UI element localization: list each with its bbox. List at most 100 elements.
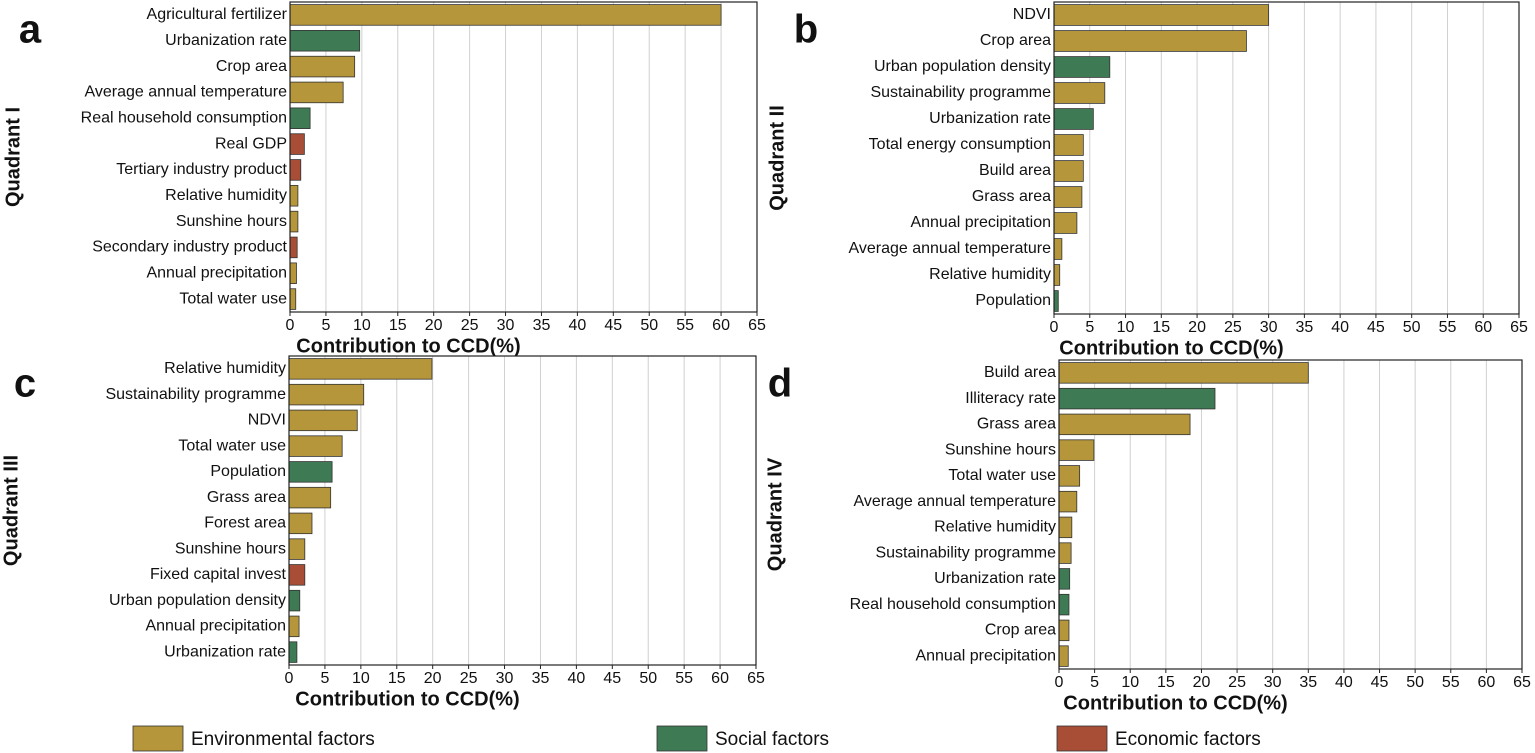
x-tick-label: 35 [532, 670, 550, 687]
y-tick-label: Illiteracy rate [965, 390, 1056, 407]
x-tick-label: 15 [1152, 319, 1170, 336]
bar [288, 409, 358, 432]
x-tick-label: 10 [1117, 319, 1135, 336]
bar [288, 589, 301, 612]
bar [289, 30, 361, 52]
y-axis-label: Quadrant II [766, 105, 788, 211]
bar [288, 564, 306, 586]
x-tick-label: 45 [1371, 674, 1389, 691]
x-tick-label: 50 [640, 317, 658, 334]
bar [1058, 619, 1070, 642]
x-tick-label: 5 [321, 317, 330, 334]
x-tick-label: 60 [712, 317, 730, 334]
x-tick-label: 30 [1264, 674, 1282, 691]
y-tick-label: Urban population density [109, 592, 286, 609]
x-tick-label: 20 [1193, 674, 1211, 691]
x-tick-label: 30 [496, 670, 514, 687]
bar [289, 185, 299, 207]
bar [288, 538, 306, 560]
panel-letter: a [19, 8, 42, 52]
bar [1053, 4, 1270, 26]
x-tick-label: 40 [1335, 674, 1353, 691]
x-tick-label: 5 [1085, 319, 1094, 336]
y-tick-label: Sustainability programme [870, 84, 1051, 101]
x-tick-label: 25 [1228, 674, 1246, 691]
x-tick-label: 55 [675, 670, 693, 687]
bar [1058, 542, 1072, 564]
x-tick-label: 0 [285, 670, 294, 687]
x-tick-label: 60 [1477, 674, 1495, 691]
x-tick-label: 25 [1224, 319, 1242, 336]
x-tick-label: 60 [1474, 319, 1492, 336]
y-tick-label: Real household consumption [81, 109, 287, 126]
bar [1058, 645, 1069, 667]
y-tick-label: Sunshine hours [175, 540, 286, 557]
y-tick-label: Urbanization rate [934, 570, 1056, 587]
y-tick-label: Crop area [985, 622, 1056, 639]
y-tick-label: Relative humidity [934, 519, 1056, 536]
bar [1058, 362, 1309, 384]
bar [289, 159, 302, 181]
y-tick-label: Total water use [179, 290, 287, 307]
bar [1053, 186, 1083, 208]
y-tick-label: Annual precipitation [915, 647, 1056, 664]
y-tick-label: Population [975, 292, 1051, 309]
x-tick-label: 5 [1090, 674, 1099, 691]
y-tick-label: Urbanization rate [164, 643, 286, 660]
y-tick-label: Sustainability programme [105, 386, 286, 403]
y-tick-label: Real household consumption [850, 596, 1056, 613]
legend-swatch [656, 725, 708, 752]
bar [289, 133, 305, 155]
x-tick-label: 0 [1055, 674, 1064, 691]
y-tick-label: Tertiary industry product [116, 161, 287, 178]
plot-frame [289, 1, 758, 313]
plot-frame [288, 355, 757, 666]
bar [1058, 490, 1078, 513]
y-tick-label: Grass area [207, 489, 286, 506]
x-tick-label: 10 [1121, 674, 1139, 691]
y-tick-label: Total water use [948, 467, 1056, 484]
x-tick-label: 10 [353, 317, 371, 334]
x-tick-label: 65 [747, 670, 765, 687]
y-tick-label: Real GDP [215, 135, 287, 152]
y-axis-label: Quadrant IV [764, 457, 786, 571]
bar [288, 512, 313, 535]
x-tick-label: 40 [567, 670, 585, 687]
x-tick-label: 0 [286, 317, 295, 334]
y-tick-label: Annual precipitation [145, 618, 286, 635]
legend-label: Social factors [715, 729, 829, 750]
x-tick-label: 55 [1442, 674, 1460, 691]
y-tick-label: Forest area [204, 515, 286, 532]
bar [288, 435, 343, 457]
bar [289, 4, 722, 26]
x-tick-label: 40 [568, 317, 586, 334]
y-tick-label: Urban population density [874, 58, 1051, 75]
bar [1053, 56, 1111, 78]
y-tick-label: Urbanization rate [929, 110, 1051, 127]
panel-letter: b [794, 8, 818, 52]
y-tick-label: Crop area [980, 32, 1051, 49]
legend-label: Economic factors [1115, 729, 1261, 750]
y-tick-label: Average annual temperature [848, 240, 1051, 257]
x-tick-label: 35 [1299, 674, 1317, 691]
x-axis-label: Contribution to CCD(%) [295, 688, 519, 710]
y-axis-label: Quadrant III [0, 455, 22, 566]
y-tick-label: Population [210, 463, 286, 480]
y-tick-label: Relative humidity [165, 187, 287, 204]
legend-swatch [132, 725, 184, 752]
bar [288, 641, 298, 663]
x-axis-label: Contribution to CCD(%) [1059, 337, 1283, 359]
bar [1053, 264, 1061, 286]
bar [288, 383, 365, 406]
y-tick-label: Total water use [178, 437, 286, 454]
x-tick-label: 55 [1439, 319, 1457, 336]
bar [1053, 238, 1063, 260]
bar [1058, 516, 1073, 539]
y-tick-label: Agricultural fertilizer [147, 6, 288, 23]
y-tick-label: Sustainability programme [875, 544, 1056, 561]
x-axis-label: Contribution to CCD(%) [296, 335, 520, 357]
y-tick-label: Build area [984, 364, 1056, 381]
plot-frame [1058, 359, 1523, 670]
bar [1053, 108, 1094, 130]
